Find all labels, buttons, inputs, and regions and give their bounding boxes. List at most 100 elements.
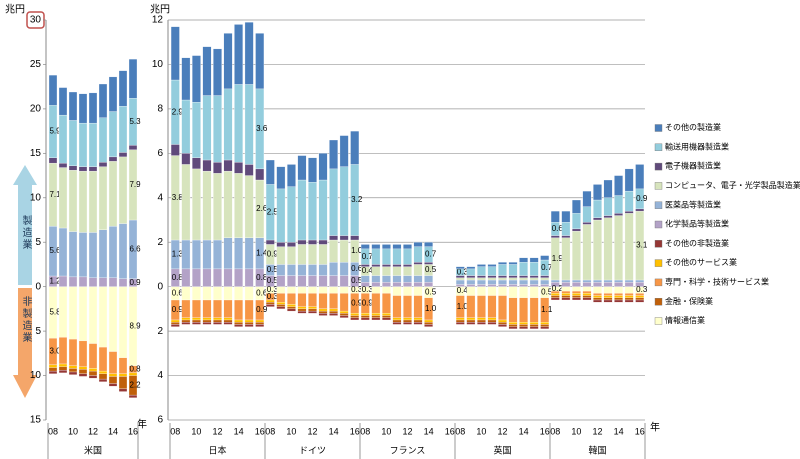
bar-segment [529, 324, 539, 327]
bar-segment [371, 313, 381, 316]
bar-segment [561, 293, 571, 296]
bar-segment [192, 319, 201, 323]
bar-segment [403, 264, 412, 267]
bar-segment [413, 282, 423, 287]
bar-segment [403, 286, 412, 296]
bar-segment [519, 286, 528, 298]
bar-segment [498, 275, 507, 278]
y-tick-label: 2 [157, 237, 163, 248]
bar-segment [360, 313, 370, 316]
bar-segment [118, 388, 128, 392]
bar-segment [88, 166, 98, 172]
bar-segment [371, 244, 381, 250]
x-tick-label: 08 [550, 426, 560, 436]
legend-label: 情報通信業 [665, 315, 705, 325]
bar-segment [413, 319, 423, 323]
bar-segment [329, 286, 338, 294]
bar-segment [593, 199, 602, 218]
data-label: 0.6 [256, 288, 268, 297]
bar-segment [371, 286, 381, 294]
x-tick-label: 12 [307, 426, 317, 436]
data-label: 0.9 [351, 298, 363, 307]
bar-segment [213, 239, 222, 270]
bar-segment [498, 319, 507, 323]
bar-segment [466, 295, 476, 318]
bar-segment [255, 319, 265, 323]
bar-segment [234, 319, 243, 323]
bar-segment [118, 373, 128, 377]
bar-segment [424, 322, 433, 325]
bar-segment [487, 284, 497, 287]
bar-segment [603, 217, 613, 281]
bar-segment [403, 275, 412, 283]
x-axis-label: 年 [137, 418, 147, 431]
bar-segment [593, 184, 602, 201]
bar-segment [192, 286, 201, 301]
bar-segment [48, 367, 58, 372]
data-label: 0.9 [172, 305, 184, 314]
y-tick-label: 6 [157, 148, 163, 159]
bar-segment [413, 246, 423, 263]
bar-segment [572, 297, 581, 301]
bar-segment [88, 92, 98, 124]
bar-segment [128, 145, 138, 150]
bar-segment [487, 266, 497, 276]
bar-segment [213, 317, 222, 321]
bar-segment [297, 293, 307, 307]
annotation: 非製造業 [20, 296, 31, 344]
bar-segment [98, 346, 108, 372]
bar-segment [98, 83, 108, 118]
bar-segment [244, 286, 254, 301]
bar-segment [582, 279, 592, 283]
bar-segment [118, 156, 128, 224]
bar-segment [58, 286, 68, 338]
bar-segment [593, 293, 602, 296]
bar-segment [318, 286, 328, 294]
data-label: 1.0 [425, 304, 437, 313]
data-label: 7.9 [129, 180, 141, 189]
bar-segment [202, 46, 212, 96]
legend-label: 輸送用機器製造業 [665, 141, 729, 151]
x-tick-label: 10 [571, 426, 581, 436]
x-tick-label: 10 [286, 426, 296, 436]
bar-segment [329, 310, 338, 314]
bar-segment [287, 186, 296, 243]
bar-segment [192, 102, 201, 158]
bar-segment [582, 293, 592, 296]
bar-segment [360, 317, 370, 321]
bar-segment [382, 317, 391, 321]
bar-segment [413, 322, 423, 325]
bar-segment [234, 84, 243, 163]
x-tick-label: 08 [360, 426, 370, 436]
bar-segment [108, 383, 118, 387]
bar-segment [392, 286, 402, 296]
bar-segment [339, 275, 349, 287]
bar-segment [540, 279, 550, 285]
bar-segment [88, 343, 98, 369]
bar-segment [223, 322, 233, 325]
bar-segment [540, 326, 550, 330]
bar-segment [392, 266, 402, 276]
data-label: 0.3 [362, 285, 374, 294]
bar-segment [202, 239, 212, 270]
bar-segment [529, 277, 539, 281]
bar-segment [244, 322, 254, 325]
bar-segment [519, 297, 528, 323]
bar-segment [508, 286, 518, 298]
bar-segment [624, 213, 634, 281]
x-tick-label: 12 [402, 426, 412, 436]
data-label: 0.5 [267, 265, 279, 274]
bar-segment [234, 324, 243, 327]
bar-segment [582, 206, 592, 223]
bar-segment [170, 324, 180, 327]
bar-segment [487, 275, 497, 278]
bar-segment [371, 266, 381, 276]
bar-segment [624, 297, 634, 301]
bar-segment [202, 322, 212, 325]
bar-segment [329, 239, 338, 263]
bar-segment [350, 317, 360, 321]
data-label: 0.7 [541, 263, 553, 272]
y-tick-label: 8 [157, 104, 163, 115]
bar-segment [614, 279, 623, 283]
